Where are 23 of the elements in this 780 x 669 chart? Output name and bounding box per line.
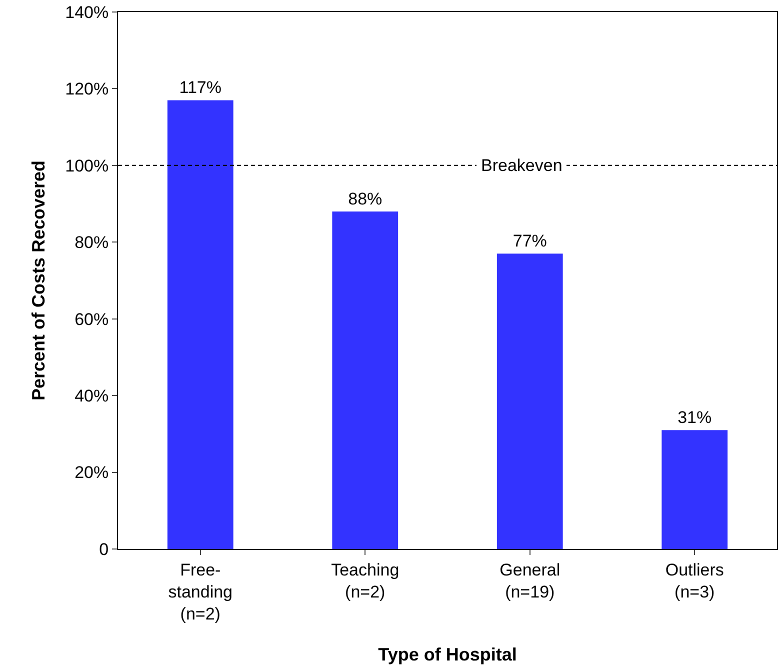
x-tick-label: General (n=19) — [500, 560, 560, 602]
y-tick-label: 140% — [65, 2, 109, 22]
data-label: 88% — [348, 189, 382, 208]
y-tick-label: 60% — [74, 310, 109, 329]
data-label: 117% — [179, 78, 222, 98]
bar — [496, 254, 563, 549]
x-tick-label: Free- standing (n=2) — [168, 560, 233, 624]
x-tick-label: Teaching (n=2) — [331, 560, 400, 602]
y-tick-label: 20% — [74, 463, 109, 482]
y-tick-label: 80% — [74, 233, 109, 252]
bar — [167, 100, 234, 549]
data-label: 77% — [512, 232, 547, 251]
data-label: 31% — [678, 408, 712, 428]
ref-line-label: Breakeven — [481, 156, 562, 175]
x-axis-title: Type of Hospital — [378, 644, 517, 665]
y-tick-label: 40% — [74, 386, 109, 406]
y-tick-label: 120% — [65, 80, 109, 99]
x-tick-label: Outliers (n=3) — [665, 560, 724, 602]
bar — [332, 211, 398, 549]
y-tick-label: 100% — [65, 156, 109, 176]
y-axis-title: Percent of Costs Recovered — [28, 160, 48, 401]
bar — [662, 430, 728, 549]
y-tick-label: 0 — [99, 540, 109, 559]
